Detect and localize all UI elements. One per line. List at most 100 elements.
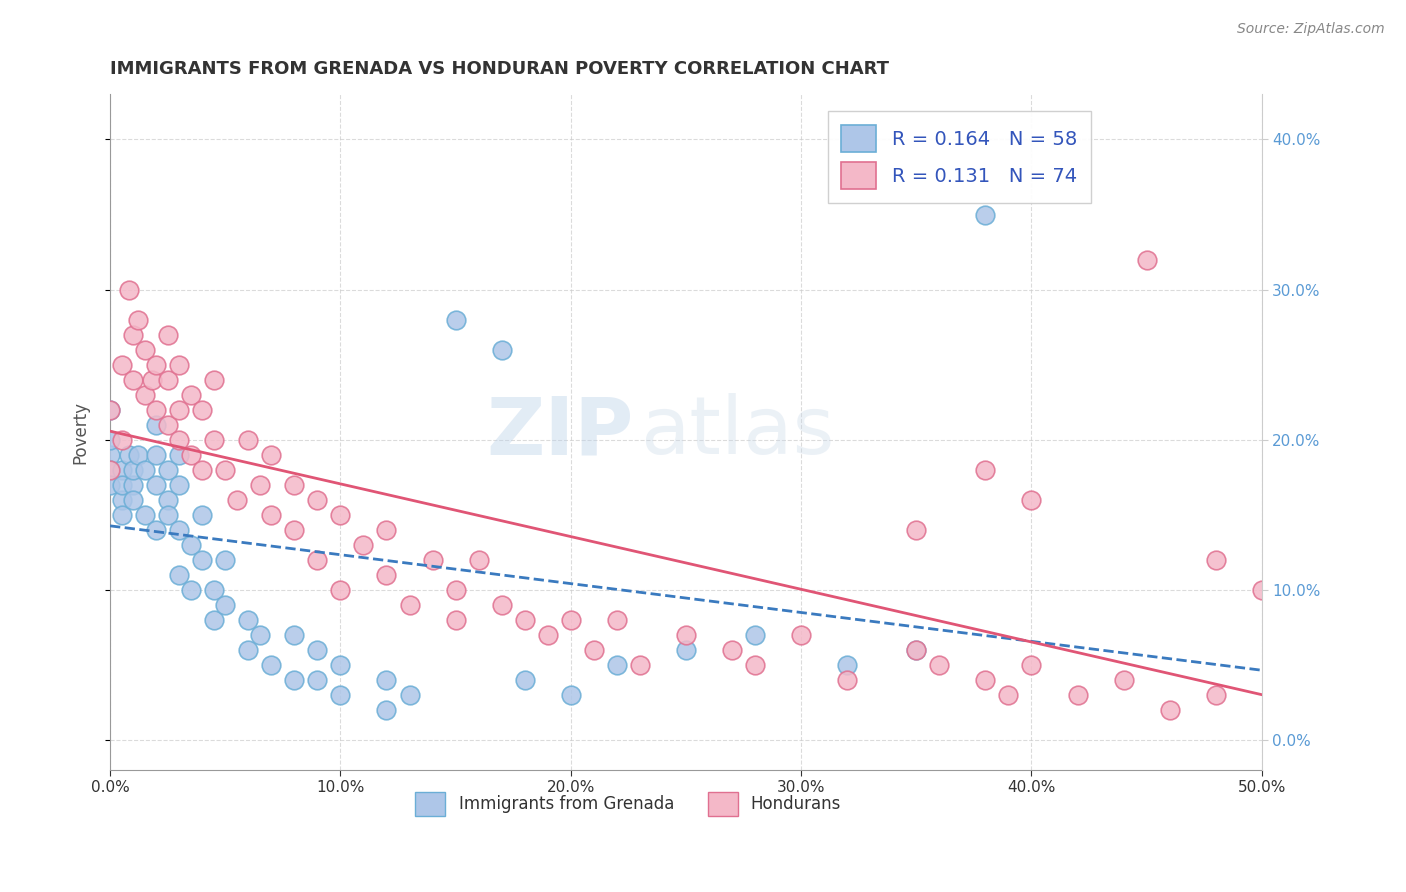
Point	[238, 613, 260, 627]
Y-axis label: Poverty: Poverty	[72, 401, 89, 464]
Point	[790, 628, 813, 642]
Point	[560, 613, 582, 627]
Point	[491, 343, 513, 357]
Point	[283, 477, 305, 491]
Point	[156, 463, 179, 477]
Point	[214, 463, 236, 477]
Point	[134, 343, 156, 357]
Point	[744, 628, 766, 642]
Point	[329, 508, 352, 522]
Point	[127, 448, 149, 462]
Point	[98, 448, 121, 462]
Point	[398, 598, 420, 612]
Point	[1066, 688, 1088, 702]
Point	[110, 463, 132, 477]
Point	[145, 448, 167, 462]
Point	[110, 477, 132, 491]
Point	[110, 433, 132, 447]
Point	[1021, 492, 1043, 507]
Point	[260, 508, 283, 522]
Point	[307, 492, 329, 507]
Point	[928, 657, 950, 672]
Point	[1112, 673, 1135, 687]
Point	[606, 613, 628, 627]
Point	[134, 387, 156, 401]
Point	[375, 523, 398, 537]
Point	[352, 538, 374, 552]
Point	[191, 553, 214, 567]
Point	[98, 463, 121, 477]
Point	[606, 657, 628, 672]
Point	[202, 582, 225, 597]
Point	[513, 673, 536, 687]
Point	[156, 508, 179, 522]
Point	[167, 523, 190, 537]
Point	[191, 463, 214, 477]
Point	[513, 613, 536, 627]
Point	[974, 463, 997, 477]
Point	[167, 402, 190, 417]
Point	[180, 387, 202, 401]
Point	[117, 448, 139, 462]
Point	[202, 613, 225, 627]
Point	[398, 688, 420, 702]
Point	[283, 673, 305, 687]
Point	[582, 643, 605, 657]
Point	[191, 508, 214, 522]
Point	[375, 567, 398, 582]
Point	[628, 657, 651, 672]
Point	[98, 402, 121, 417]
Point	[122, 463, 145, 477]
Point	[110, 358, 132, 372]
Text: Source: ZipAtlas.com: Source: ZipAtlas.com	[1237, 22, 1385, 37]
Point	[167, 567, 190, 582]
Point	[156, 373, 179, 387]
Point	[675, 628, 697, 642]
Point	[98, 477, 121, 491]
Point	[444, 312, 467, 326]
Point	[444, 582, 467, 597]
Point	[744, 657, 766, 672]
Point	[180, 538, 202, 552]
Point	[167, 358, 190, 372]
Point	[375, 703, 398, 717]
Point	[180, 448, 202, 462]
Point	[214, 553, 236, 567]
Point	[249, 477, 271, 491]
Point	[117, 283, 139, 297]
Point	[167, 433, 190, 447]
Point	[974, 208, 997, 222]
Point	[1205, 688, 1227, 702]
Point	[675, 643, 697, 657]
Point	[329, 657, 352, 672]
Point	[156, 417, 179, 432]
Point	[134, 508, 156, 522]
Point	[145, 358, 167, 372]
Point	[249, 628, 271, 642]
Point	[721, 643, 744, 657]
Point	[307, 673, 329, 687]
Point	[122, 477, 145, 491]
Point	[837, 673, 859, 687]
Point	[202, 373, 225, 387]
Point	[1021, 657, 1043, 672]
Point	[98, 433, 121, 447]
Point	[537, 628, 560, 642]
Point	[1250, 582, 1272, 597]
Point	[560, 688, 582, 702]
Point	[202, 433, 225, 447]
Point	[905, 523, 928, 537]
Point	[238, 433, 260, 447]
Point	[260, 448, 283, 462]
Point	[110, 492, 132, 507]
Point	[905, 643, 928, 657]
Point	[238, 643, 260, 657]
Legend: Immigrants from Grenada, Hondurans: Immigrants from Grenada, Hondurans	[409, 786, 848, 822]
Point	[329, 688, 352, 702]
Point	[134, 463, 156, 477]
Point	[98, 463, 121, 477]
Point	[98, 402, 121, 417]
Point	[145, 402, 167, 417]
Text: atlas: atlas	[640, 393, 834, 471]
Point	[145, 523, 167, 537]
